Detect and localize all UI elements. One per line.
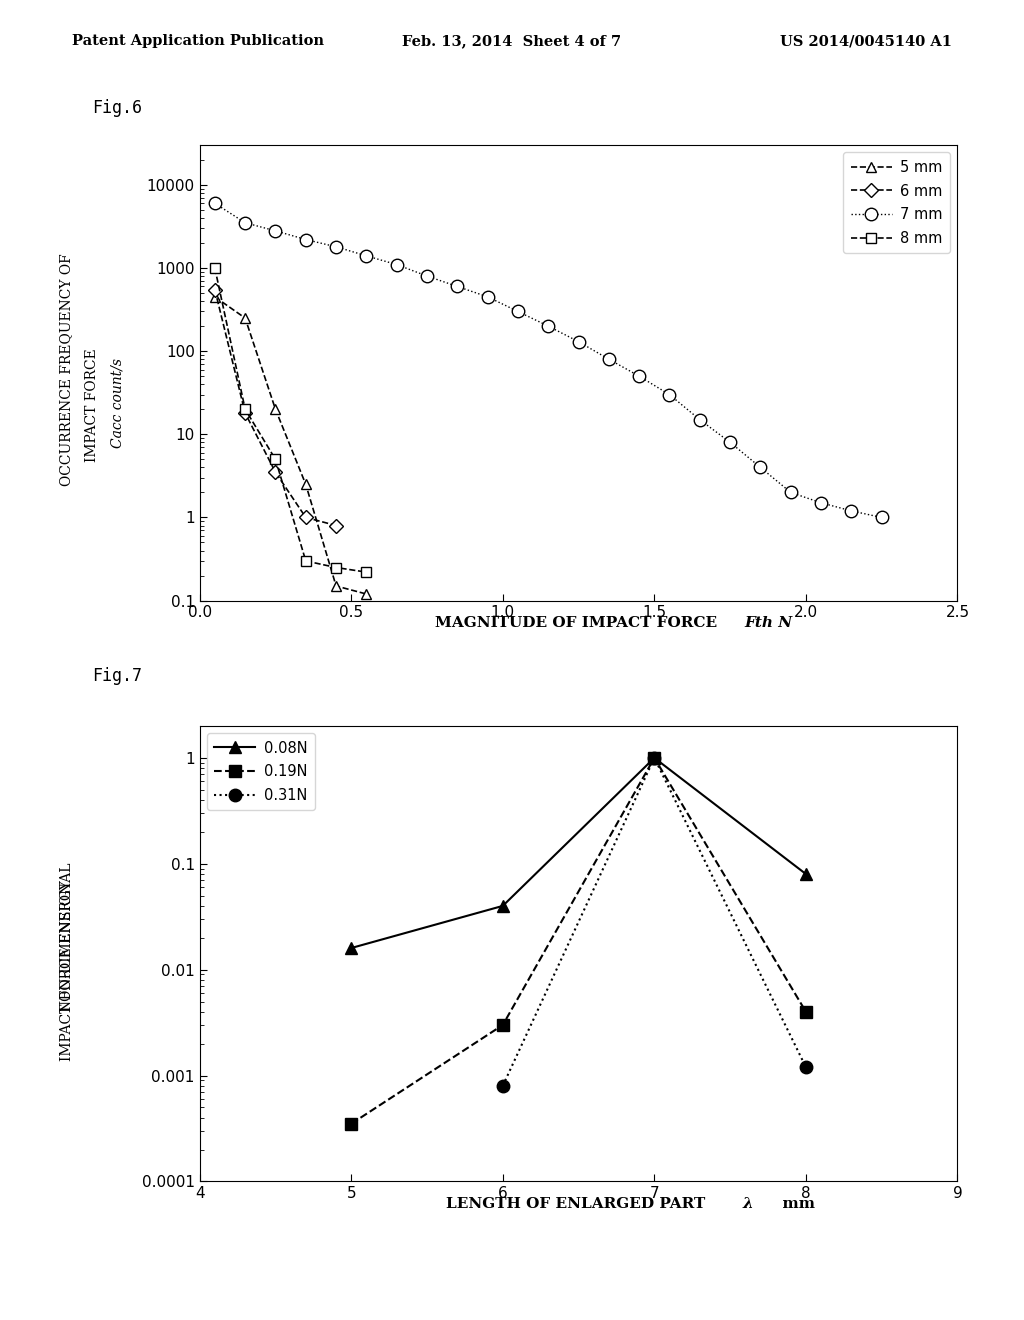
0.08N <box>345 940 357 956</box>
8 mm <box>360 564 373 579</box>
5 mm <box>239 310 251 326</box>
7 mm <box>209 195 221 211</box>
7 mm <box>239 215 251 231</box>
Line: 0.19N: 0.19N <box>345 751 812 1130</box>
8 mm <box>209 260 221 276</box>
Legend: 0.08N, 0.19N, 0.31N: 0.08N, 0.19N, 0.31N <box>207 734 314 810</box>
Text: NON-DIMENSIONAL: NON-DIMENSIONAL <box>59 862 74 1012</box>
5 mm <box>300 477 312 492</box>
Line: 5 mm: 5 mm <box>210 292 372 599</box>
Line: 6 mm: 6 mm <box>210 285 341 531</box>
7 mm <box>845 503 857 519</box>
Text: Patent Application Publication: Patent Application Publication <box>72 34 324 49</box>
8 mm <box>300 553 312 569</box>
7 mm <box>390 256 402 272</box>
7 mm <box>876 510 888 525</box>
7 mm <box>724 434 736 450</box>
0.08N <box>497 898 509 913</box>
8 mm <box>239 401 251 417</box>
Text: US 2014/0045140 A1: US 2014/0045140 A1 <box>780 34 952 49</box>
7 mm <box>481 289 494 305</box>
Text: λ: λ <box>742 1197 753 1212</box>
Text: IMPACT FORCE ENERGY: IMPACT FORCE ENERGY <box>59 879 74 1061</box>
Text: OCCURRENCE FREQUENCY OF: OCCURRENCE FREQUENCY OF <box>59 253 74 486</box>
Text: Feb. 13, 2014  Sheet 4 of 7: Feb. 13, 2014 Sheet 4 of 7 <box>402 34 622 49</box>
5 mm <box>209 289 221 305</box>
Text: Fig.7: Fig.7 <box>92 667 142 685</box>
7 mm <box>755 459 767 475</box>
0.31N <box>648 750 660 766</box>
0.31N <box>497 1078 509 1094</box>
Legend: 5 mm, 6 mm, 7 mm, 8 mm: 5 mm, 6 mm, 7 mm, 8 mm <box>844 153 950 253</box>
0.19N <box>497 1018 509 1034</box>
Line: 8 mm: 8 mm <box>210 263 372 577</box>
Text: MAGNITUDE OF IMPACT FORCE: MAGNITUDE OF IMPACT FORCE <box>435 616 722 631</box>
0.19N <box>800 1003 812 1019</box>
Text: IMPACT FORCE: IMPACT FORCE <box>85 343 99 462</box>
7 mm <box>693 412 706 428</box>
7 mm <box>572 334 585 350</box>
7 mm <box>330 239 342 255</box>
7 mm <box>542 318 554 334</box>
Line: 0.08N: 0.08N <box>345 751 812 954</box>
8 mm <box>330 560 342 576</box>
7 mm <box>603 351 615 367</box>
7 mm <box>421 268 433 284</box>
5 mm <box>360 586 373 602</box>
7 mm <box>269 223 282 239</box>
Text: Fth N: Fth N <box>743 616 793 631</box>
6 mm <box>300 510 312 525</box>
7 mm <box>512 304 524 319</box>
6 mm <box>269 465 282 480</box>
Text: LENGTH OF ENLARGED PART: LENGTH OF ENLARGED PART <box>446 1197 711 1212</box>
7 mm <box>815 495 827 511</box>
Text: Cacc count/s: Cacc count/s <box>111 358 125 447</box>
Line: 7 mm: 7 mm <box>209 197 888 524</box>
6 mm <box>330 517 342 533</box>
Text: mm: mm <box>772 1197 815 1212</box>
7 mm <box>300 231 312 247</box>
7 mm <box>784 484 797 500</box>
7 mm <box>360 248 373 264</box>
6 mm <box>209 281 221 297</box>
0.19N <box>345 1115 357 1131</box>
8 mm <box>269 451 282 467</box>
0.19N <box>648 750 660 766</box>
5 mm <box>330 578 342 594</box>
6 mm <box>239 405 251 421</box>
Line: 0.31N: 0.31N <box>497 751 812 1092</box>
Text: Fig.6: Fig.6 <box>92 99 142 117</box>
7 mm <box>452 279 464 294</box>
5 mm <box>269 401 282 417</box>
0.08N <box>648 750 660 766</box>
7 mm <box>633 368 645 384</box>
0.08N <box>800 866 812 882</box>
7 mm <box>664 387 676 403</box>
0.31N <box>800 1059 812 1074</box>
